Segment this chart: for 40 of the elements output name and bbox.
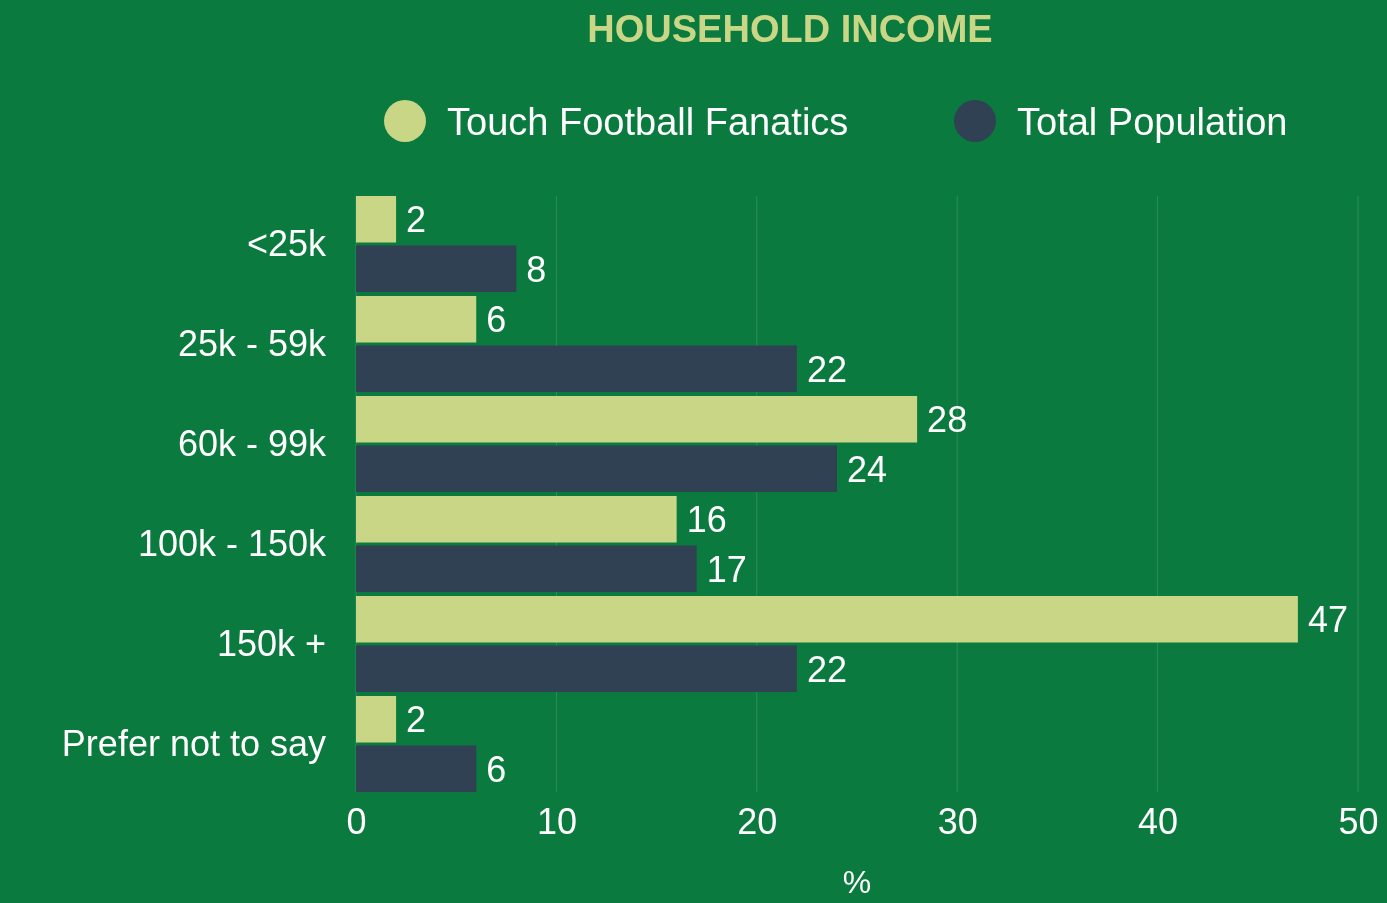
data-label: 47	[1307, 599, 1348, 641]
y-tick-label: 150k +	[216, 622, 326, 664]
y-tick-label: Prefer not to say	[61, 722, 326, 764]
x-tick-label: 50	[1338, 800, 1379, 842]
bar	[356, 645, 797, 692]
bar	[356, 445, 837, 492]
data-label: 28	[927, 399, 968, 441]
bar	[356, 496, 677, 543]
x-tick-label: 30	[937, 800, 978, 842]
data-label: 22	[806, 648, 847, 690]
x-axis-title: %	[842, 864, 872, 900]
data-label: 2	[406, 699, 427, 741]
data-label: 6	[486, 299, 507, 341]
bar	[356, 596, 1298, 643]
y-tick-label: 25k - 59k	[177, 322, 327, 364]
data-label: 17	[706, 548, 747, 590]
data-label: 16	[686, 499, 727, 541]
y-tick-label: <25k	[246, 222, 327, 264]
data-label: 2	[406, 199, 427, 241]
data-label: 6	[486, 748, 507, 790]
data-label: 24	[846, 448, 888, 490]
data-label: 8	[526, 248, 547, 290]
bar	[356, 345, 797, 392]
x-tick-label: 10	[536, 800, 577, 842]
chart-title: HOUSEHOLD INCOME	[587, 8, 993, 50]
y-tick-label: 100k - 150k	[137, 522, 327, 564]
bar	[356, 196, 397, 243]
legend-label: Touch Football Fanatics	[447, 100, 849, 143]
data-label: 22	[806, 348, 847, 390]
x-tick-label: 40	[1138, 800, 1179, 842]
bar	[356, 296, 477, 343]
bar	[356, 696, 397, 743]
x-tick-label: 0	[346, 800, 367, 842]
bar	[356, 545, 697, 592]
bar	[356, 245, 517, 292]
bar	[356, 745, 477, 792]
legend-label: Total Population	[1017, 100, 1288, 143]
y-tick-label: 60k - 99k	[177, 422, 327, 464]
bar	[356, 396, 918, 443]
x-tick-label: 20	[737, 800, 778, 842]
